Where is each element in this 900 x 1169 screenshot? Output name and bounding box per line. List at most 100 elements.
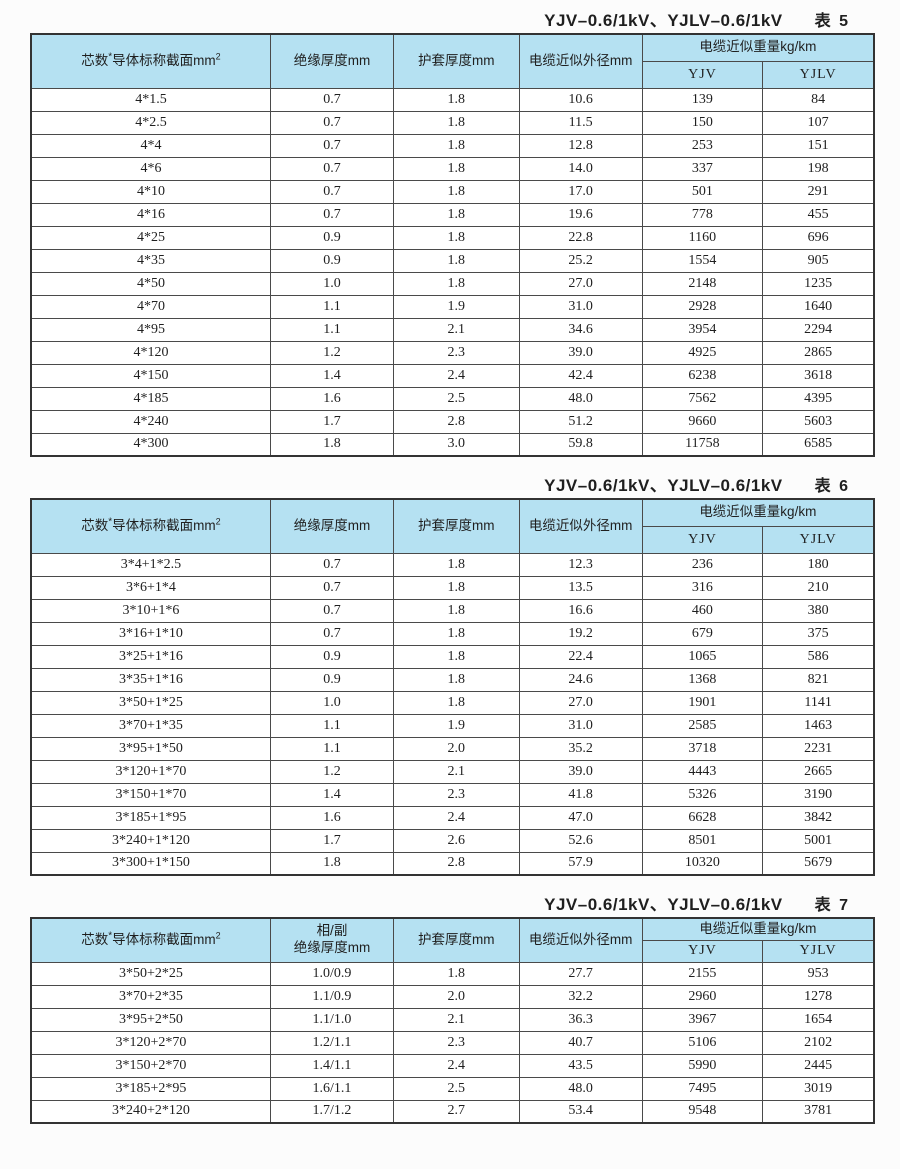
table-cell: 1.8 xyxy=(392,575,520,600)
table-cell: 1.6/1.1 xyxy=(269,1076,394,1101)
header-yjv: YJV xyxy=(641,525,764,554)
section-table-7: YJV–0.6/1kV、YJLV–0.6/1kV 表 7 芯数*导体标称截面mm… xyxy=(0,890,900,1124)
table-cell: 3*50+2*25 xyxy=(30,961,271,986)
table-row: 3*35+1*16 0.9 1.8 24.6 1368 821 xyxy=(30,667,875,692)
table-row: 3*185+1*95 1.6 2.4 47.0 6628 3842 xyxy=(30,805,875,830)
table-cell: 43.5 xyxy=(518,1053,643,1078)
table-row: 3*6+1*4 0.7 1.8 13.5 316 210 xyxy=(30,575,875,600)
table-cell: 2155 xyxy=(641,961,764,986)
table-row: 3*95+1*50 1.1 2.0 35.2 3718 2231 xyxy=(30,736,875,761)
table-cell: 2.5 xyxy=(392,1076,520,1101)
table-cell: 27.7 xyxy=(518,961,643,986)
table-row: 3*25+1*16 0.9 1.8 22.4 1065 586 xyxy=(30,644,875,669)
table-cell: 1.4/1.1 xyxy=(269,1053,394,1078)
header-outer-diameter: 电缆近似外径mm xyxy=(518,498,643,554)
table-row: 3*300+1*150 1.8 2.8 57.9 10320 5679 xyxy=(30,851,875,876)
table-body: 3*50+2*25 1.0/0.9 1.8 27.7 2155 953 3*70+2*35 1… xyxy=(30,961,875,1124)
table-cell: 11758 xyxy=(641,432,764,457)
table-cell: 4443 xyxy=(641,759,764,784)
table-cell: 51.2 xyxy=(518,409,643,434)
table-row: 4*25 0.9 1.8 22.8 1160 696 xyxy=(30,225,875,250)
table-cell: 4*240 xyxy=(30,409,271,434)
table-cell: 3*240+1*120 xyxy=(30,828,271,853)
table-cell: 1.8 xyxy=(392,690,520,715)
table-6-title-row: YJV–0.6/1kV、YJLV–0.6/1kV 表 6 xyxy=(30,471,875,495)
table-cell: 1.1/0.9 xyxy=(269,984,394,1009)
table-cell: 2.8 xyxy=(392,851,520,876)
table-header: 芯数*导体标称截面mm2 绝缘厚度mm 护套厚度mm 电缆近似外径mm 电缆近似… xyxy=(30,33,875,89)
table-cell: 19.6 xyxy=(518,202,643,227)
table-row: 3*240+2*120 1.7/1.2 2.7 53.4 9548 3781 xyxy=(30,1099,875,1124)
table-header: 芯数*导体标称截面mm2 相/副 绝缘厚度mm 护套厚度mm 电缆近似外径mm … xyxy=(30,917,875,963)
table-cell: 48.0 xyxy=(518,1076,643,1101)
table-cell: 4395 xyxy=(762,386,875,411)
table-cell: 1.8 xyxy=(269,432,394,457)
table-cell: 59.8 xyxy=(518,432,643,457)
header-weight-group: 电缆近似重量kg/km xyxy=(641,917,875,941)
table-cell: 1.0 xyxy=(269,271,394,296)
table-cell: 2.1 xyxy=(392,759,520,784)
table-cell: 2.1 xyxy=(392,1007,520,1032)
table-cell: 1.6 xyxy=(269,805,394,830)
table-row: 3*95+2*50 1.1/1.0 2.1 36.3 3967 1654 xyxy=(30,1007,875,1032)
table-header: 芯数*导体标称截面mm2 绝缘厚度mm 护套厚度mm 电缆近似外径mm 电缆近似… xyxy=(30,498,875,554)
table-cell: 3842 xyxy=(762,805,875,830)
table-number-label: 表 7 xyxy=(814,897,850,914)
table-cell: 150 xyxy=(641,110,764,135)
table-cell: 1.0/0.9 xyxy=(269,961,394,986)
table-cell: 2.7 xyxy=(392,1099,520,1124)
table-cell: 2665 xyxy=(762,759,875,784)
table-cell: 3*35+1*16 xyxy=(30,667,271,692)
table-cell: 31.0 xyxy=(518,294,643,319)
table-cell: 39.0 xyxy=(518,340,643,365)
table-cell: 1.7/1.2 xyxy=(269,1099,394,1124)
header-weight-group: 电缆近似重量kg/km xyxy=(641,33,875,62)
table-cell: 9548 xyxy=(641,1099,764,1124)
table-cell: 47.0 xyxy=(518,805,643,830)
table-cell: 0.9 xyxy=(269,248,394,273)
table-cell: 7562 xyxy=(641,386,764,411)
table-row: 4*185 1.6 2.5 48.0 7562 4395 xyxy=(30,386,875,411)
table-cell: 5326 xyxy=(641,782,764,807)
table-cell: 1.8 xyxy=(392,225,520,250)
table-cell: 953 xyxy=(762,961,875,986)
table-cell: 1.2/1.1 xyxy=(269,1030,394,1055)
table-cell: 455 xyxy=(762,202,875,227)
table-row: 3*70+1*35 1.1 1.9 31.0 2585 1463 xyxy=(30,713,875,738)
table-cell: 35.2 xyxy=(518,736,643,761)
table-row: 3*150+1*70 1.4 2.3 41.8 5326 3190 xyxy=(30,782,875,807)
table-body: 4*1.5 0.7 1.8 10.6 139 84 4*2.5 0.7 1.8 11.5 150 10… xyxy=(30,87,875,457)
header-sheath-thickness: 护套厚度mm xyxy=(392,498,520,554)
table-cell: 3718 xyxy=(641,736,764,761)
table-cell: 2960 xyxy=(641,984,764,1009)
table-5-title-row: YJV–0.6/1kV、YJLV–0.6/1kV 表 5 xyxy=(30,6,875,30)
table-cell: 2.4 xyxy=(392,1053,520,1078)
table-cell: 905 xyxy=(762,248,875,273)
table-cell: 2.6 xyxy=(392,828,520,853)
table-cell: 2928 xyxy=(641,294,764,319)
table-cell: 2445 xyxy=(762,1053,875,1078)
table-cell: 12.3 xyxy=(518,552,643,577)
table-cell: 1.8 xyxy=(392,248,520,273)
table-cell: 6628 xyxy=(641,805,764,830)
table-cell: 1.8 xyxy=(392,156,520,181)
header-insulation-thickness: 绝缘厚度mm xyxy=(269,498,394,554)
cable-type-title: YJV–0.6/1kV、YJLV–0.6/1kV xyxy=(544,476,783,495)
table-cell: 1.8 xyxy=(392,667,520,692)
table-cell: 3*95+2*50 xyxy=(30,1007,271,1032)
table-cell: 337 xyxy=(641,156,764,181)
table-cell: 1.8 xyxy=(392,621,520,646)
table-row: 4*300 1.8 3.0 59.8 11758 6585 xyxy=(30,432,875,457)
table-row: 3*120+1*70 1.2 2.1 39.0 4443 2665 xyxy=(30,759,875,784)
table-cell: 380 xyxy=(762,598,875,623)
table-cell: 501 xyxy=(641,179,764,204)
table-cell: 3*6+1*4 xyxy=(30,575,271,600)
table-row: 3*50+2*25 1.0/0.9 1.8 27.7 2155 953 xyxy=(30,961,875,986)
cable-type-title: YJV–0.6/1kV、YJLV–0.6/1kV xyxy=(544,11,783,30)
header-sheath-thickness: 护套厚度mm xyxy=(392,917,520,963)
table-row: 4*120 1.2 2.3 39.0 4925 2865 xyxy=(30,340,875,365)
table-cell: 778 xyxy=(641,202,764,227)
cable-spec-table-6: 芯数*导体标称截面mm2 绝缘厚度mm 护套厚度mm 电缆近似外径mm 电缆近似… xyxy=(30,498,875,876)
table-cell: 2.4 xyxy=(392,805,520,830)
table-cell: 4*70 xyxy=(30,294,271,319)
